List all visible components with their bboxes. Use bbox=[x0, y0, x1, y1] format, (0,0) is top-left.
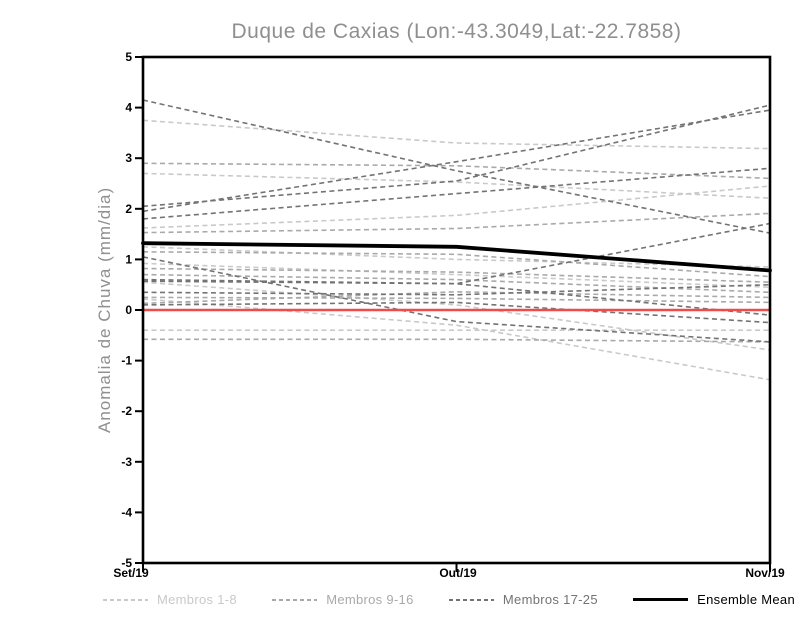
member-line bbox=[142, 167, 771, 220]
member-line bbox=[142, 298, 771, 381]
member-line bbox=[142, 109, 771, 213]
legend: Membros 1-8 Membros 9-16 Membros 17-25 E… bbox=[103, 592, 795, 607]
solid-line-sample bbox=[633, 598, 689, 601]
member-line bbox=[142, 296, 771, 304]
member-line bbox=[142, 162, 771, 180]
y-tick-label: 2 bbox=[125, 202, 132, 216]
x-tick-label: Set/19 bbox=[113, 566, 149, 580]
legend-label: Ensemble Mean bbox=[697, 592, 795, 607]
y-tick-label: 0 bbox=[125, 303, 132, 317]
y-tick-label: 1 bbox=[125, 252, 132, 266]
member-line bbox=[142, 256, 771, 343]
member-line bbox=[142, 212, 771, 234]
legend-item-ensemble-mean: Ensemble Mean bbox=[633, 592, 795, 607]
dashed-line-sample bbox=[272, 598, 318, 601]
member-line bbox=[142, 262, 771, 288]
y-tick-label: -3 bbox=[121, 455, 132, 469]
member-line bbox=[143, 338, 771, 343]
member-line bbox=[142, 222, 771, 285]
chart-title: Duque de Caxias (Lon:-43.3049,Lat:-22.78… bbox=[231, 20, 682, 43]
member-line bbox=[142, 99, 771, 234]
y-tick-label: -1 bbox=[121, 354, 132, 368]
legend-label: Membros 9-16 bbox=[326, 592, 414, 607]
member-line bbox=[142, 301, 771, 324]
member-line bbox=[142, 290, 771, 305]
member-line bbox=[142, 280, 771, 316]
y-tick-label: -2 bbox=[121, 404, 132, 418]
y-tick-label: -4 bbox=[121, 505, 132, 519]
y-tick-label: 3 bbox=[125, 151, 132, 165]
y-tick-label: 5 bbox=[125, 50, 132, 64]
member-line bbox=[142, 119, 771, 150]
member-line bbox=[142, 104, 771, 208]
ensemble-mean-line bbox=[141, 241, 772, 273]
y-tick-label: 4 bbox=[125, 101, 132, 115]
member-line bbox=[142, 251, 771, 278]
legend-label: Membros 1-8 bbox=[157, 592, 237, 607]
member-line bbox=[142, 172, 771, 199]
member-line bbox=[142, 281, 771, 351]
x-tick-label: Out/19 bbox=[439, 566, 477, 580]
dashed-line-sample bbox=[103, 598, 148, 601]
legend-label: Membros 17-25 bbox=[502, 592, 598, 607]
legend-item-membros-9-16: Membros 9-16 bbox=[272, 592, 413, 607]
dashed-line-sample bbox=[448, 598, 494, 601]
legend-item-membros-1-8: Membros 1-8 bbox=[103, 592, 237, 607]
x-tick-label: Nov/19 bbox=[745, 566, 785, 580]
member-line bbox=[142, 267, 771, 283]
legend-item-membros-17-25: Membros 17-25 bbox=[448, 592, 598, 607]
member-line bbox=[142, 185, 771, 229]
y-tick-label: -5 bbox=[121, 556, 132, 570]
member-line bbox=[142, 283, 771, 296]
